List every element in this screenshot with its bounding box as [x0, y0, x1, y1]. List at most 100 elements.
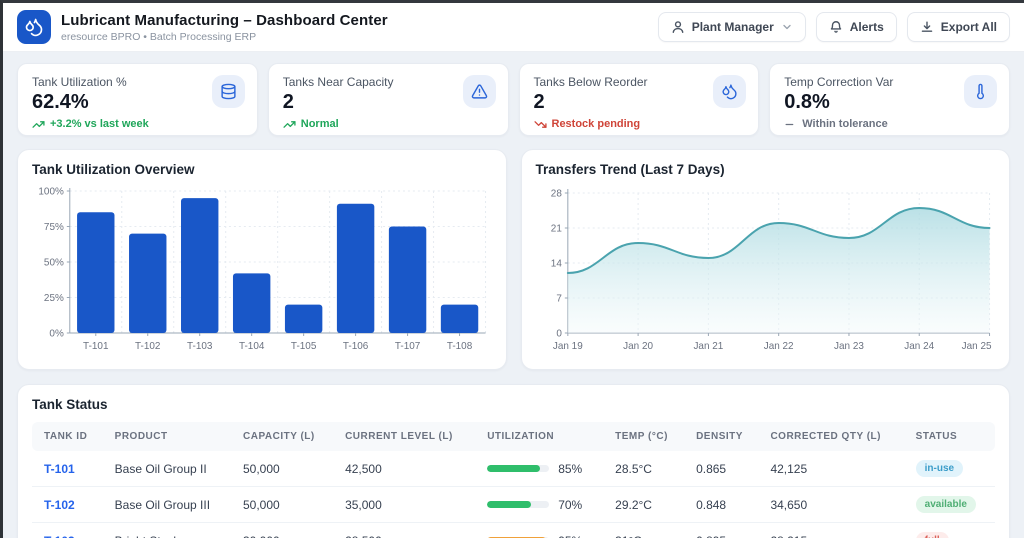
temp-cell: 29.2°C [605, 486, 687, 523]
corrected-qty-cell: 42,125 [770, 461, 808, 476]
kpi-delta: Normal [283, 118, 494, 130]
col-temp: Temp (°C) [605, 422, 687, 451]
kpi-card-tanks-below-reorder: Tanks Below Reorder 2 Restock pending [518, 63, 760, 136]
svg-text:Jan 22: Jan 22 [763, 341, 793, 352]
chart-title: Tank Utilization Overview [32, 162, 195, 177]
alerts-label: Alerts [849, 20, 884, 34]
utilization-cell: 70% [487, 498, 595, 512]
svg-text:T-106: T-106 [343, 341, 369, 352]
kpi-label: Tanks Near Capacity [282, 75, 394, 89]
table-row: T-101 Base Oil Group II 50,000 42,500 85… [32, 451, 995, 487]
tank-icon [211, 75, 245, 108]
temp-cell: 28.5°C [615, 461, 652, 476]
col-tank-id: Tank ID [32, 422, 105, 451]
droplets-icon [713, 75, 747, 108]
chevron-down-icon [781, 21, 793, 33]
kpi-delta: Restock pending [533, 118, 745, 130]
kpi-value: 2 [282, 91, 294, 113]
svg-text:75%: 75% [44, 222, 64, 233]
kpi-delta: Within tolerance [784, 118, 995, 130]
export-all-label: Export All [940, 20, 997, 34]
table-header-row: Tank ID Product Capacity (L) Current Lev… [32, 422, 995, 451]
export-all-button[interactable]: Export All [906, 12, 1010, 42]
svg-text:Jan 24: Jan 24 [904, 341, 934, 352]
kpi-label: Tank Utilization % [32, 75, 127, 89]
kpi-delta-text: Within tolerance [802, 118, 888, 130]
svg-text:50%: 50% [44, 257, 64, 268]
svg-text:Jan 21: Jan 21 [693, 341, 723, 352]
col-current-level: Current Level (L) [335, 422, 478, 451]
charts-row: Tank Utilization Overview 0% 25% 50% 75% 100… [17, 149, 1010, 370]
bell-icon [829, 20, 843, 34]
col-corrected-qty: Corrected Qty (L) [760, 422, 906, 451]
temp-cell: 31°C [605, 522, 687, 538]
thermometer-icon [964, 75, 997, 108]
svg-text:T-107: T-107 [395, 341, 421, 352]
svg-text:T-104: T-104 [239, 341, 265, 352]
tank-utilization-chart-card: Tank Utilization Overview 0% 25% 50% 75% 100… [17, 149, 507, 370]
col-product: Product [104, 422, 233, 451]
user-role-dropdown[interactable]: Plant Manager [657, 12, 806, 42]
alert-triangle-icon [462, 75, 496, 108]
svg-text:14: 14 [550, 258, 562, 269]
density-cell: 0.848 [686, 486, 761, 523]
droplets-logo-icon [24, 17, 44, 37]
corrected-qty-cell: 34,650 [760, 486, 906, 523]
table-row: T-102 Base Oil Group III 50,000 35,000 7… [32, 486, 995, 523]
chart-title: Transfers Trend (Last 7 Days) [535, 162, 725, 177]
kpi-card-temp-correction: Temp Correction Var 0.8% Within toleranc… [769, 63, 1010, 136]
user-role-label: Plant Manager [691, 20, 774, 34]
tank-id-link[interactable]: T-102 [44, 497, 75, 512]
tank-id-link[interactable]: T-103 [44, 534, 75, 538]
svg-text:7: 7 [556, 293, 562, 304]
capacity-cell: 50,000 [233, 486, 336, 523]
svg-text:Jan 25: Jan 25 [961, 341, 991, 352]
app-header: Lubricant Manufacturing – Dashboard Cent… [3, 3, 1024, 52]
svg-text:T-108: T-108 [447, 341, 473, 352]
capacity-cell: 30,000 [233, 522, 336, 538]
dashboard-main: Tank Utilization % 62.4% +3.2% vs last w… [3, 52, 1024, 538]
svg-text:T-101: T-101 [83, 341, 109, 352]
col-utilization: Utilization [477, 422, 606, 451]
svg-text:Jan 23: Jan 23 [834, 341, 864, 352]
kpi-label: Temp Correction Var [784, 75, 894, 89]
tank-id-link[interactable]: T-101 [44, 461, 75, 476]
table-row: T-103 Bright Stock 30,000 28,500 95% 31°… [32, 522, 995, 538]
status-badge: available [915, 496, 976, 513]
download-icon [920, 20, 934, 34]
utilization-value: 70% [558, 497, 583, 512]
corrected-qty-cell: 28,215 [760, 522, 906, 538]
trending-up-icon [32, 119, 45, 130]
svg-text:28: 28 [550, 188, 562, 199]
svg-text:Jan 20: Jan 20 [623, 341, 653, 352]
kpi-value: 62.4% [32, 91, 89, 113]
col-status: Status [905, 422, 995, 451]
app-logo [17, 10, 51, 44]
svg-text:T-103: T-103 [187, 341, 213, 352]
utilization-bar [487, 465, 550, 472]
product-cell: Base Oil Group III [104, 486, 233, 523]
utilization-value: 95% [558, 534, 582, 538]
col-capacity: Capacity (L) [233, 422, 336, 451]
capacity-cell: 50,000 [243, 461, 280, 476]
utilization-cell: 85% [487, 462, 595, 476]
tank-status-table: Tank ID Product Capacity (L) Current Lev… [32, 422, 995, 538]
kpi-delta-text: Restock pending [551, 118, 641, 130]
current-level-cell: 42,500 [345, 461, 382, 476]
current-level-cell: 35,000 [335, 486, 478, 523]
kpi-delta-text: +3.2% vs last week [50, 118, 149, 130]
trending-up-icon [283, 119, 296, 130]
product-cell: Base Oil Group II [114, 461, 207, 476]
utilization-cell: 95% [487, 534, 595, 538]
svg-text:0%: 0% [49, 328, 64, 339]
product-cell: Bright Stock [104, 522, 233, 538]
svg-text:21: 21 [550, 223, 562, 234]
alerts-button[interactable]: Alerts [815, 12, 897, 42]
svg-text:25%: 25% [44, 293, 64, 304]
kpi-delta-text: Normal [300, 118, 339, 130]
utilization-value: 85% [558, 461, 583, 476]
col-density: Density [686, 422, 761, 451]
kpi-card-tanks-near-capacity: Tanks Near Capacity 2 Normal [267, 63, 509, 136]
svg-text:T-102: T-102 [135, 341, 161, 352]
current-level-cell: 28,500 [335, 522, 478, 538]
